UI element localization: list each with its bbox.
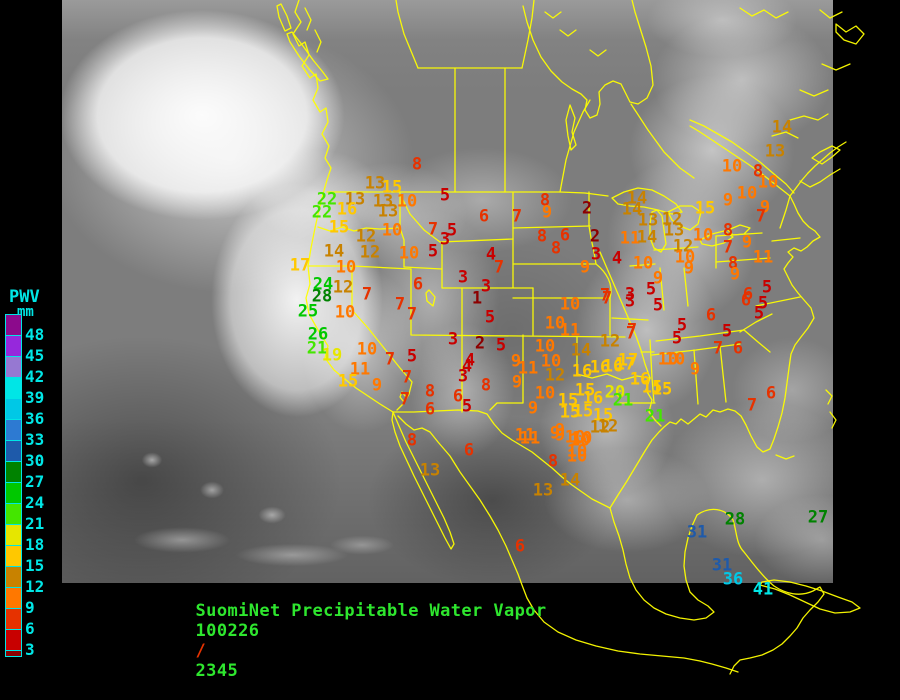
pwv-color-scale-legend: PWV mm 48 45 42 39 36 33 30 27 24 21 18 15 12 9 6 3 <box>0 0 62 700</box>
legend-tick-label: 3 <box>25 640 35 659</box>
legend-cell <box>5 461 22 482</box>
product-caption: SuomiNet Precipitable Water Vapor 100226… <box>153 581 557 700</box>
legend-cell <box>5 608 22 629</box>
legend-cell <box>5 629 22 650</box>
legend-tick-label: 21 <box>25 514 45 533</box>
legend-cell <box>5 314 22 335</box>
legend-cell <box>5 377 22 398</box>
legend-cell <box>5 419 22 440</box>
legend-color-bar <box>5 314 22 657</box>
legend-cell <box>5 482 22 503</box>
legend-cell <box>5 503 22 524</box>
station-pwv-value: 41 <box>752 579 774 600</box>
legend-tick-label: 39 <box>25 388 45 407</box>
legend-tick-label: 18 <box>25 535 45 554</box>
legend-tick-label: 36 <box>25 409 45 428</box>
legend-tick-label: 24 <box>25 493 45 512</box>
legend-cell <box>5 587 22 608</box>
legend-cell <box>5 524 22 545</box>
legend-tick-label: 15 <box>25 556 45 575</box>
legend-cell <box>5 650 22 657</box>
caption-title: SuomiNet Precipitable Water Vapor <box>195 601 547 621</box>
legend-cell <box>5 545 22 566</box>
caption-time: 2345 <box>195 661 239 681</box>
legend-tick-label: 30 <box>25 451 45 470</box>
legend-cell <box>5 335 22 356</box>
legend-title: PWV <box>9 287 40 307</box>
caption-date: 100226 <box>195 621 260 641</box>
legend-tick-label: 48 <box>25 325 45 344</box>
legend-tick-label: 33 <box>25 430 45 449</box>
legend-cell <box>5 440 22 461</box>
legend-cell <box>5 398 22 419</box>
caption-separator: / <box>195 641 207 661</box>
legend-tick-label: 12 <box>25 577 45 596</box>
satellite-infrared-image <box>62 0 833 583</box>
legend-tick-label: 9 <box>25 598 35 617</box>
legend-tick-label: 45 <box>25 346 45 365</box>
legend-cell <box>5 356 22 377</box>
legend-tick-label: 42 <box>25 367 45 386</box>
legend-tick-label: 27 <box>25 472 45 491</box>
legend-tick-label: 6 <box>25 619 35 638</box>
legend-cell <box>5 566 22 587</box>
